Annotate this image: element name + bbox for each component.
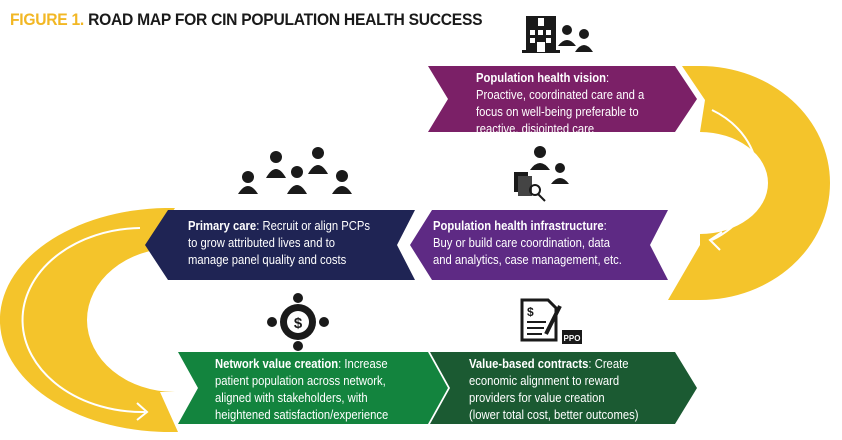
step-line: heightened satisfaction/experience: [215, 408, 389, 422]
road-curve-right: [668, 66, 830, 300]
step-network-value: Network value creation: Increase patient…: [215, 357, 389, 422]
step-heading: Population health vision: [476, 71, 607, 85]
step-line: Create: [594, 357, 629, 371]
step-value-contracts: Value-based contracts: Create economic a…: [469, 357, 639, 422]
road-arrow-left: [21, 227, 146, 414]
step-line: and analytics, case management, etc.: [433, 253, 622, 267]
step-line: Recruit or align PCPs: [262, 219, 370, 233]
road-arrowhead-left: [136, 402, 149, 421]
svg-text:$: $: [294, 315, 303, 332]
step-infrastructure: Population health infrastructure: Buy or…: [433, 219, 622, 267]
banner-value-contracts: [430, 352, 697, 424]
physician-group-icon: [238, 147, 352, 194]
figure-label: FIGURE 1.: [10, 10, 85, 29]
step-line: Buy or build care coordination, data: [433, 236, 610, 250]
banner-infrastructure: [410, 210, 668, 280]
hospital-with-doctors-icon: [522, 16, 593, 53]
svg-text:$: $: [527, 305, 534, 319]
step-line: Increase: [344, 357, 388, 371]
figure-title-text: ROAD MAP FOR CIN POPULATION HEALTH SUCCE…: [88, 10, 483, 29]
step-line: focus on well-being preferable to: [476, 105, 639, 119]
banner-vision: [428, 66, 697, 132]
step-vision: Population health vision: Proactive, coo…: [476, 71, 645, 136]
network-dollar-icon: $: [267, 293, 329, 351]
figure-title: FIGURE 1. ROAD MAP FOR CIN POPULATION HE…: [10, 10, 483, 30]
step-heading: Network value creation: [215, 357, 339, 371]
road-arrow-right: [711, 109, 759, 241]
banner-network-value: [178, 352, 448, 424]
step-heading: Population health infrastructure: [433, 219, 604, 233]
road-curve-left: [0, 208, 178, 433]
step-line: economic alignment to reward: [469, 374, 620, 388]
step-line: reactive, disjointed care: [476, 122, 595, 136]
banner-primary-care: [145, 210, 415, 280]
step-line: patient population across network,: [215, 374, 386, 388]
step-line: (lower total cost, better outcomes): [469, 408, 639, 422]
contract-ppo-icon: $ PPO: [520, 298, 582, 344]
step-line: manage panel quality and costs: [188, 253, 347, 267]
data-analytics-doctors-icon: [514, 146, 569, 202]
step-heading: Value-based contracts: [469, 357, 589, 371]
step-line: providers for value creation: [469, 391, 605, 405]
step-line: Proactive, coordinated care and a: [476, 88, 645, 102]
step-heading: Primary care: [188, 219, 257, 233]
step-primary-care: Primary care: Recruit or align PCPs to g…: [188, 219, 370, 267]
ppo-label: PPO: [564, 334, 581, 343]
step-line: aligned with stakeholders, with: [215, 391, 368, 405]
step-line: to grow attributed lives and to: [188, 236, 335, 250]
road-arrowhead-right: [708, 231, 723, 251]
